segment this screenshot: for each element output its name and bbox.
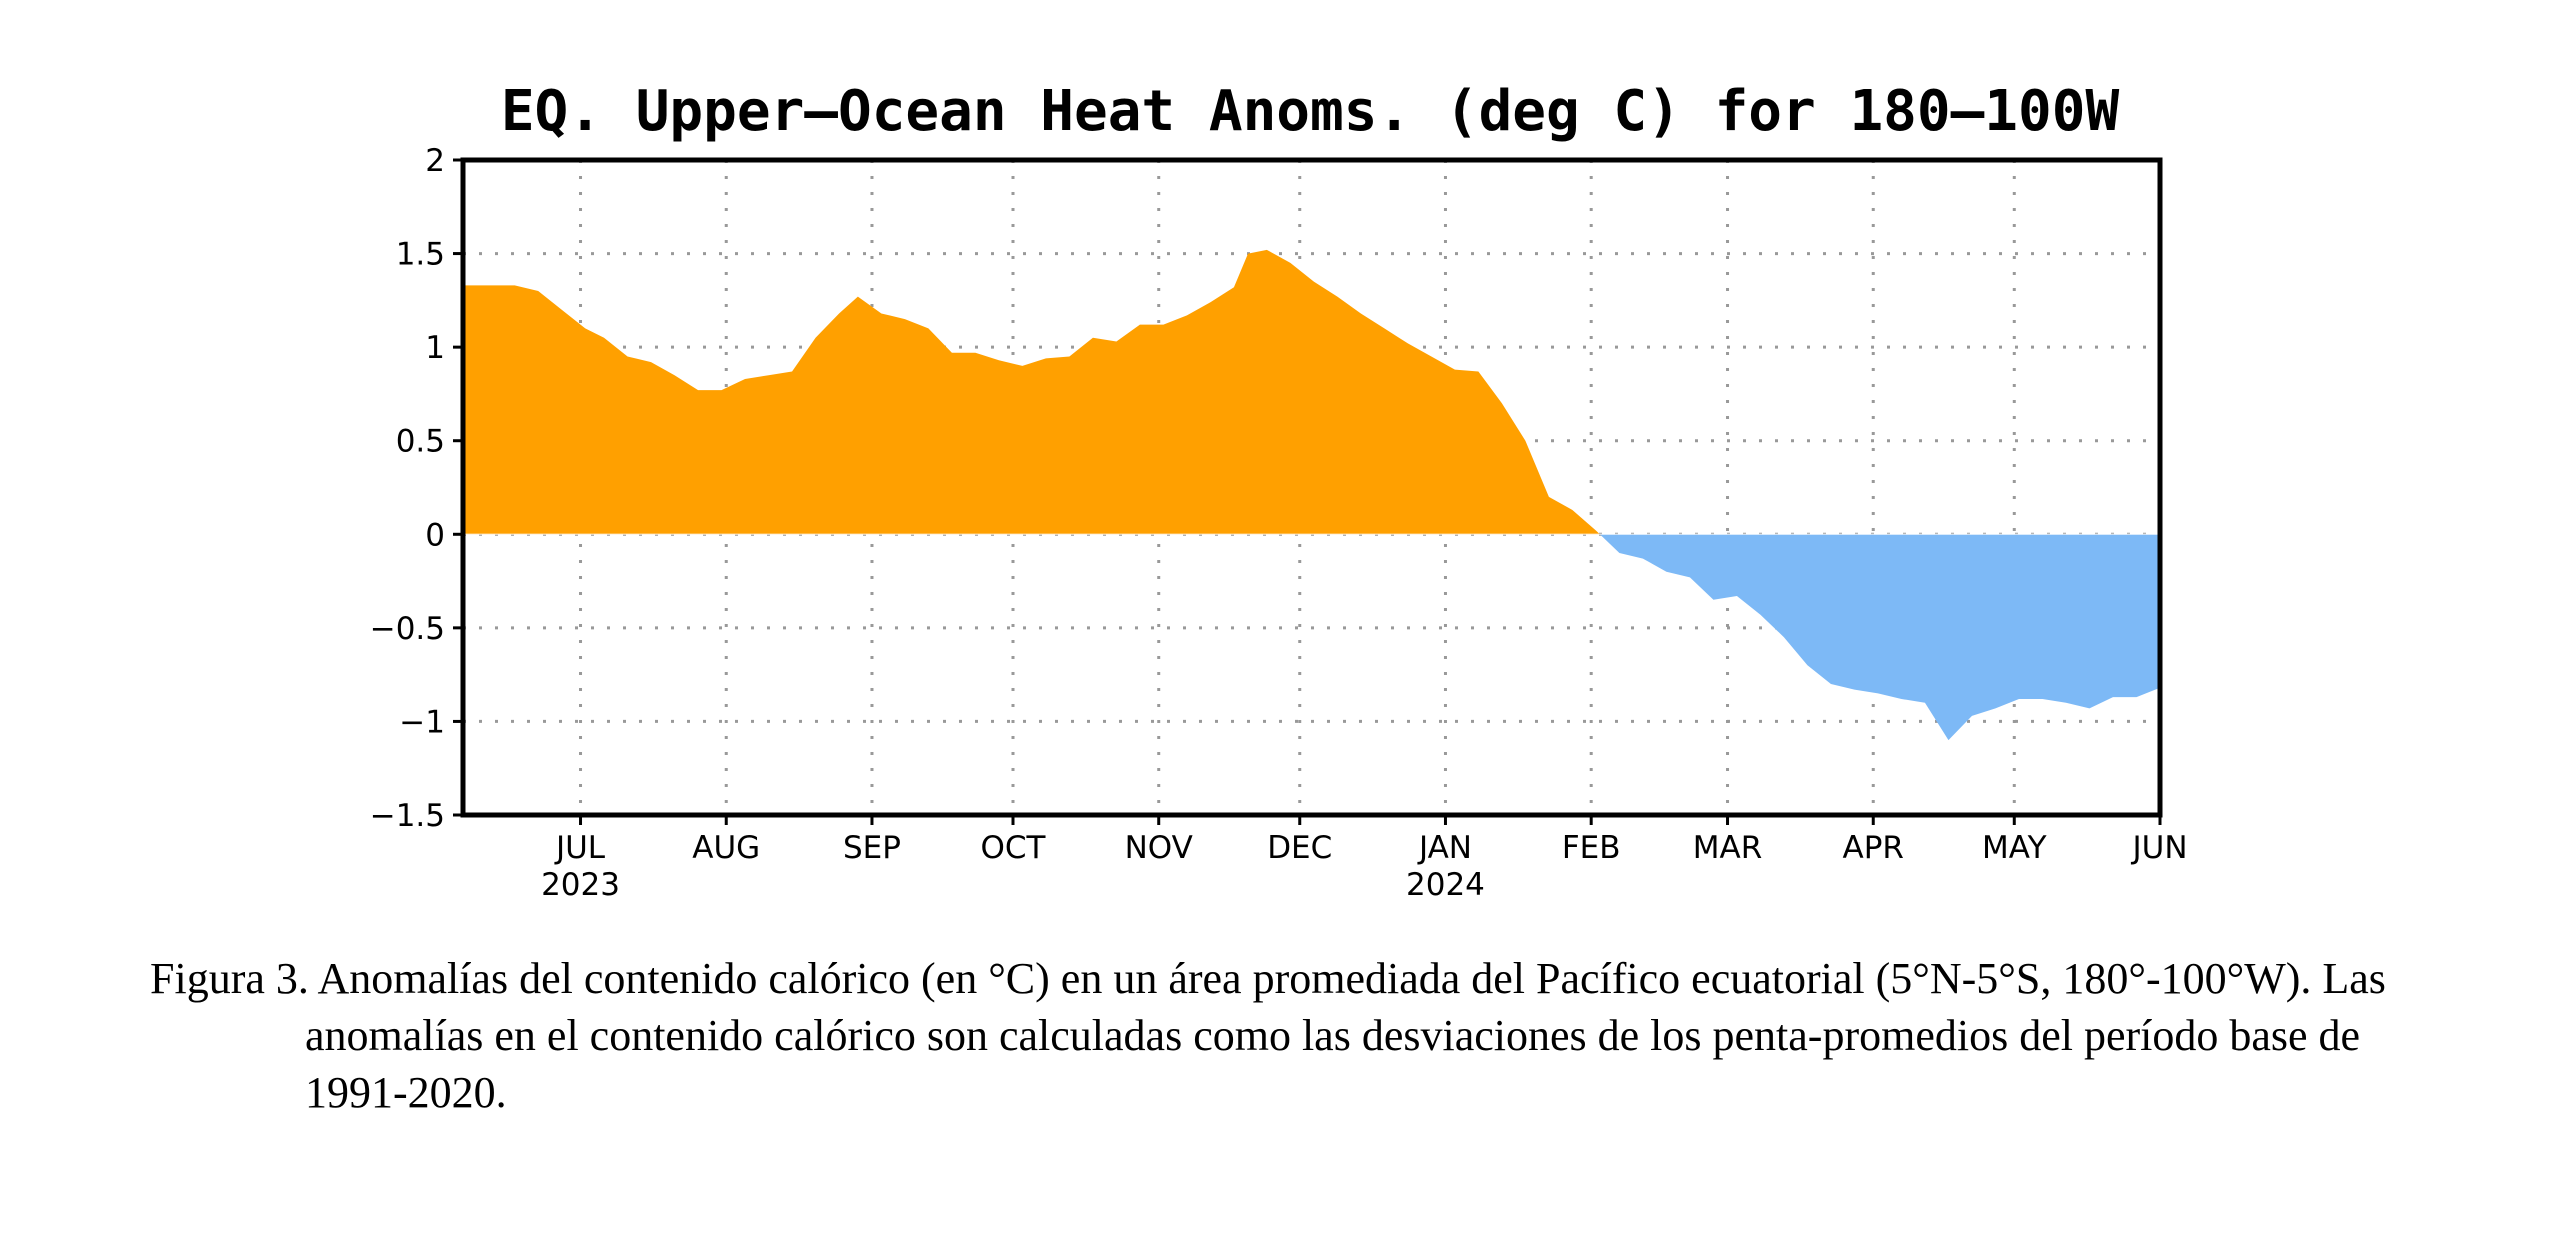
x-tick-label: MAY [1982,830,2047,866]
plot-frame [460,157,2163,818]
x-year-label: 2023 [541,867,620,903]
y-tick-label: 0.5 [396,424,445,460]
x-tick-label: JUL [554,830,606,866]
x-tick-label: JAN [1417,830,1472,866]
x-tick-label: AUG [692,830,760,866]
x-tick-label: MAR [1693,830,1763,866]
y-tick-label: −1.5 [370,798,445,834]
figure-caption: Figura 3. Anomalías del contenido calóri… [150,954,2386,1117]
heat-anomaly-chart: EQ. Upper–Ocean Heat Anoms. (deg C) for … [370,79,2188,903]
x-tick-label: JUN [2130,830,2187,866]
axes [460,157,2163,818]
x-tick-label: NOV [1125,830,1193,866]
x-tick-label: APR [1843,830,1904,866]
anomaly-area [463,249,2160,741]
y-tick-label: 2 [425,143,445,179]
y-tick-label: 1.5 [396,237,445,273]
x-tick-label: DEC [1267,830,1332,866]
y-tick-label: −0.5 [370,611,445,647]
negative-anomaly-area [1599,534,2160,741]
x-tick-label: SEP [843,830,901,866]
x-tick-label: FEB [1562,830,1621,866]
x-tick-label: OCT [981,830,1047,866]
chart-title: EQ. Upper–Ocean Heat Anoms. (deg C) for … [501,79,2120,144]
y-tick-label: 0 [425,517,445,553]
y-axis-ticks: 2 1.5 1 0.5 0 −0.5 −1 −1.5 [370,143,463,834]
positive-anomaly-area [463,249,1600,535]
x-year-label: 2024 [1406,867,1485,903]
y-tick-label: 1 [425,330,445,366]
y-tick-label: −1 [399,704,445,740]
